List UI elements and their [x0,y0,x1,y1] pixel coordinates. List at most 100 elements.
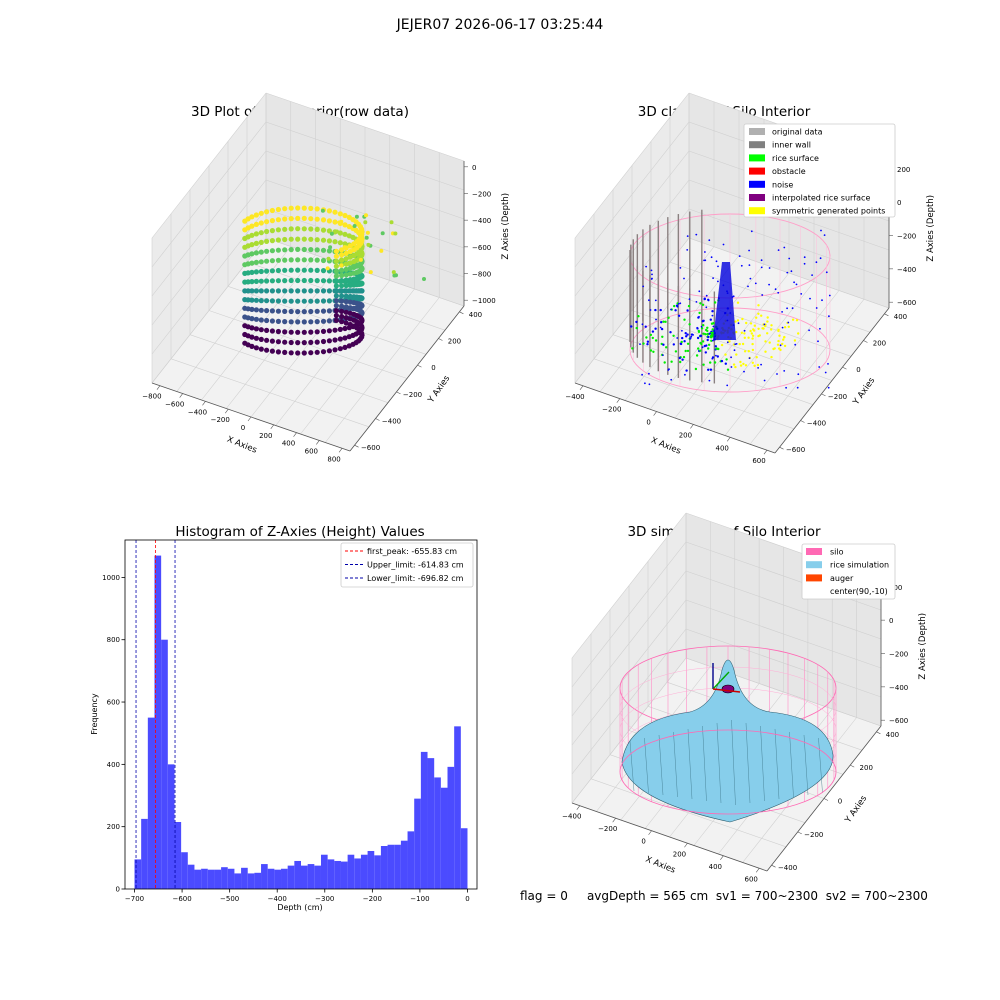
raw-point [288,288,294,294]
noise-point [791,307,794,310]
rice-mesh [629,740,635,792]
raw-point [288,247,294,253]
raw-point [333,268,339,274]
raw-point [288,267,294,273]
classify-point [711,328,714,331]
noise-point [670,308,672,311]
legend-frame [743,123,896,218]
classify-point [674,350,678,353]
sim-grid-y [590,778,787,848]
classify-point [756,363,760,367]
noise-point [651,273,653,276]
classify-point [704,351,707,354]
classify-point-cloud [629,209,831,393]
rice-mesh [731,719,736,806]
raw-point [269,348,275,354]
noise-point [648,299,650,302]
noise-point [717,280,719,283]
raw-point [264,288,270,294]
classify-point [673,304,676,308]
cls-y-tick-label: 200 [873,339,886,347]
classify-point [760,314,763,317]
classify-point [702,332,705,335]
raw-point [295,288,301,294]
classify-point [743,332,746,335]
raw-point [364,235,369,240]
raw-point [282,267,288,273]
noise-point [763,323,766,326]
noise-point [828,294,831,297]
rice-mesh [687,728,693,800]
raw-point [339,278,345,284]
cls-y-tick [884,313,889,317]
raw-point [253,345,259,351]
raw-x-tick-label: 600 [305,447,318,455]
raw-point [339,252,345,258]
classify-point [716,355,719,358]
silo-bottom [619,729,837,815]
legend-label: auger [830,574,854,583]
classify-point [689,337,692,340]
raw-point [351,288,357,294]
classify-point [662,320,665,323]
cls-y-tick [779,446,784,450]
classify-point [793,339,797,342]
noise-point [711,357,714,360]
legend-label: Upper_limit: -614.83 cm [367,561,464,570]
raw-point [245,279,251,285]
raw-point [295,329,301,335]
raw-point [269,218,275,224]
histogram-bar [267,868,275,889]
sim-y-tick-label: −400 [778,864,797,872]
raw-point [288,277,294,284]
noise-point [748,264,751,266]
raw-point [333,278,339,284]
classify-point [724,353,727,356]
raw-point [308,267,314,273]
noise-point [748,249,750,252]
cls-y-tick [863,340,868,343]
raw-point [264,219,270,225]
sim-x-tick [612,818,616,823]
classify-point [685,335,688,338]
histogram-bar [221,867,228,889]
raw-point [337,240,343,246]
rice-surface [621,659,834,823]
noise-point [750,230,753,233]
cls-x-tick-label: 200 [679,431,692,439]
sim-y-tick [797,831,802,835]
raw-point [339,308,345,314]
cls-grid-y [612,334,814,405]
raw-point [347,310,353,316]
histogram-bar [367,850,375,889]
raw-point [326,256,331,261]
raw-point [380,231,385,236]
raw-point [358,257,363,262]
histogram-y-tick-label: 200 [107,823,120,831]
classify-point [688,323,691,326]
classify-point [654,308,657,312]
raw-point [295,277,301,284]
noise-point [676,305,679,308]
histogram-x-tick-label: −500 [220,895,239,903]
raw-point [320,338,327,345]
raw-point [301,340,307,346]
raw-point [282,257,288,263]
cls-y-tick-label: −400 [807,420,826,428]
raw-point [253,288,259,294]
raw-point [342,245,347,250]
sim-x-tick-label: −400 [562,813,581,821]
noise-point [825,271,828,274]
histogram-bar [447,766,455,889]
raw-point [295,340,301,346]
cls-y-axis [774,307,890,454]
classify-point [751,348,755,352]
noise-point [828,315,830,318]
classify-point [725,358,728,361]
classify-point [649,349,653,352]
raw-point [295,215,301,221]
classify-point [776,343,780,346]
raw-point [332,219,338,225]
noise-point [809,297,811,300]
sim-grid-z [571,570,687,717]
